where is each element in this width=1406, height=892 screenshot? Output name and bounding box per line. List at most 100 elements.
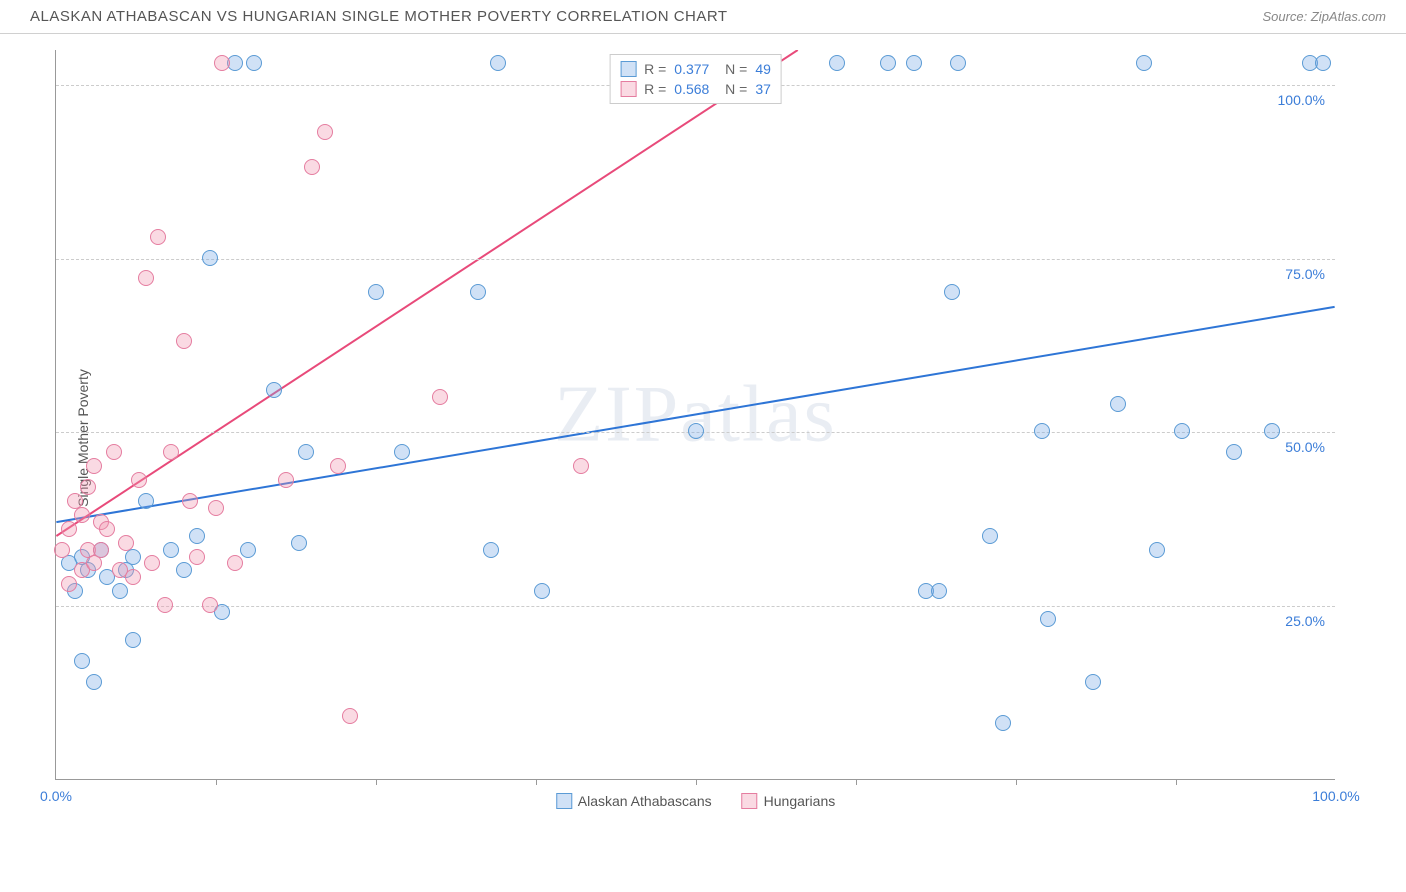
chart-container: Single Mother Poverty ZIPatlas R = 0.377…	[55, 50, 1375, 810]
scatter-point	[1315, 55, 1331, 71]
scatter-point	[112, 583, 128, 599]
scatter-point	[944, 284, 960, 300]
ytick-label: 50.0%	[1285, 439, 1325, 455]
scatter-point	[1110, 396, 1126, 412]
legend-stats: R = 0.377 N = 49 R = 0.568 N = 37	[609, 54, 782, 104]
scatter-point	[317, 124, 333, 140]
scatter-point	[298, 444, 314, 460]
scatter-point	[61, 576, 77, 592]
scatter-point	[144, 555, 160, 571]
legend-swatch-1	[620, 61, 636, 77]
scatter-point	[432, 389, 448, 405]
xtick-mark	[1176, 779, 1177, 785]
xtick-mark	[216, 779, 217, 785]
scatter-point	[214, 55, 230, 71]
xtick-mark	[696, 779, 697, 785]
scatter-point	[208, 500, 224, 516]
gridline-h	[56, 259, 1335, 260]
scatter-point	[125, 549, 141, 565]
scatter-point	[176, 562, 192, 578]
legend-bottom-swatch-1	[556, 793, 572, 809]
scatter-point	[80, 479, 96, 495]
trend-line	[56, 307, 1334, 522]
scatter-point	[342, 708, 358, 724]
plot-area: ZIPatlas R = 0.377 N = 49 R = 0.568 N = …	[55, 50, 1335, 780]
scatter-point	[240, 542, 256, 558]
legend-series-name-2: Hungarians	[764, 793, 836, 809]
scatter-point	[189, 549, 205, 565]
scatter-point	[157, 597, 173, 613]
scatter-point	[1174, 423, 1190, 439]
legend-series: Alaskan Athabascans Hungarians	[556, 793, 835, 809]
xtick-label: 100.0%	[1312, 788, 1359, 804]
scatter-point	[189, 528, 205, 544]
scatter-point	[1149, 542, 1165, 558]
scatter-point	[1264, 423, 1280, 439]
scatter-point	[163, 542, 179, 558]
scatter-point	[74, 653, 90, 669]
scatter-point	[61, 521, 77, 537]
scatter-point	[1040, 611, 1056, 627]
scatter-point	[138, 270, 154, 286]
scatter-point	[1034, 423, 1050, 439]
scatter-point	[483, 542, 499, 558]
ytick-label: 25.0%	[1285, 613, 1325, 629]
source-label: Source: ZipAtlas.com	[1262, 9, 1386, 24]
scatter-point	[573, 458, 589, 474]
scatter-point	[202, 250, 218, 266]
legend-n-val-2: 37	[755, 81, 771, 97]
scatter-point	[534, 583, 550, 599]
scatter-point	[163, 444, 179, 460]
scatter-point	[394, 444, 410, 460]
scatter-point	[227, 555, 243, 571]
scatter-point	[931, 583, 947, 599]
scatter-point	[138, 493, 154, 509]
scatter-point	[829, 55, 845, 71]
scatter-point	[470, 284, 486, 300]
scatter-point	[86, 555, 102, 571]
scatter-point	[880, 55, 896, 71]
trendlines-svg	[56, 50, 1335, 779]
scatter-point	[106, 444, 122, 460]
scatter-point	[125, 632, 141, 648]
scatter-point	[125, 569, 141, 585]
legend-series-name-1: Alaskan Athabascans	[578, 793, 712, 809]
scatter-point	[982, 528, 998, 544]
legend-item-1: Alaskan Athabascans	[556, 793, 712, 809]
scatter-point	[330, 458, 346, 474]
legend-row-2: R = 0.568 N = 37	[620, 79, 771, 99]
scatter-point	[906, 55, 922, 71]
xtick-mark	[1016, 779, 1017, 785]
xtick-mark	[856, 779, 857, 785]
xtick-mark	[536, 779, 537, 785]
legend-item-2: Hungarians	[742, 793, 836, 809]
scatter-point	[995, 715, 1011, 731]
legend-bottom-swatch-2	[742, 793, 758, 809]
scatter-point	[202, 597, 218, 613]
scatter-point	[150, 229, 166, 245]
scatter-point	[1085, 674, 1101, 690]
legend-n-label-1: N =	[717, 61, 747, 77]
scatter-point	[74, 507, 90, 523]
scatter-point	[86, 458, 102, 474]
xtick-mark	[376, 779, 377, 785]
scatter-point	[93, 542, 109, 558]
scatter-point	[54, 542, 70, 558]
scatter-point	[131, 472, 147, 488]
legend-n-val-1: 49	[755, 61, 771, 77]
watermark: ZIPatlas	[554, 369, 837, 460]
scatter-point	[278, 472, 294, 488]
scatter-point	[368, 284, 384, 300]
scatter-point	[291, 535, 307, 551]
scatter-point	[1226, 444, 1242, 460]
scatter-point	[304, 159, 320, 175]
legend-row-1: R = 0.377 N = 49	[620, 59, 771, 79]
legend-r-val-2: 0.568	[674, 81, 709, 97]
scatter-point	[99, 521, 115, 537]
gridline-h	[56, 606, 1335, 607]
scatter-point	[176, 333, 192, 349]
legend-n-label-2: N =	[717, 81, 747, 97]
scatter-point	[688, 423, 704, 439]
legend-r-label-1: R =	[644, 61, 666, 77]
scatter-point	[182, 493, 198, 509]
